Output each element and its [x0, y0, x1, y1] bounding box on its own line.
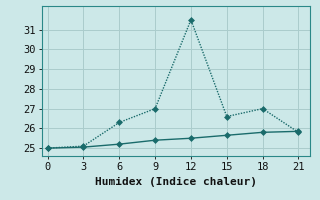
X-axis label: Humidex (Indice chaleur): Humidex (Indice chaleur) [95, 177, 257, 187]
